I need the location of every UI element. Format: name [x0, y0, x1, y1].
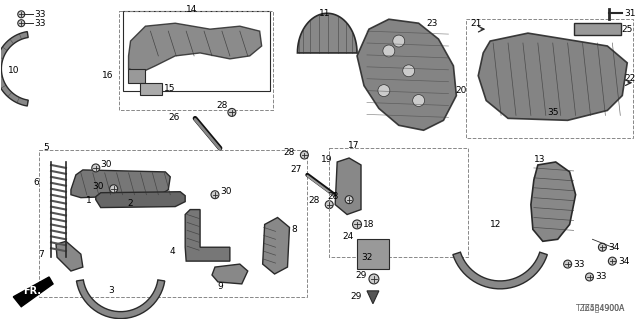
Bar	[140, 83, 163, 95]
Polygon shape	[531, 162, 575, 241]
Polygon shape	[96, 192, 185, 208]
Text: 17: 17	[348, 140, 360, 150]
Polygon shape	[335, 158, 361, 214]
Text: 2: 2	[128, 199, 133, 208]
Text: 15: 15	[164, 84, 176, 93]
Text: 16: 16	[102, 71, 114, 80]
Text: 9: 9	[217, 282, 223, 292]
Circle shape	[211, 191, 219, 199]
Circle shape	[92, 164, 100, 172]
Circle shape	[353, 220, 362, 229]
Text: TZ5䭋4900A: TZ5䭋4900A	[581, 304, 625, 313]
Polygon shape	[129, 23, 262, 73]
Text: 34: 34	[618, 257, 630, 266]
Polygon shape	[76, 280, 164, 318]
Bar	[118, 11, 273, 110]
Circle shape	[393, 35, 404, 47]
Circle shape	[109, 185, 118, 193]
Text: 30: 30	[220, 187, 232, 196]
Text: 10: 10	[8, 66, 20, 75]
Circle shape	[586, 273, 593, 281]
Circle shape	[598, 243, 606, 251]
Text: 31: 31	[624, 9, 636, 18]
Polygon shape	[357, 19, 456, 130]
Text: 28: 28	[328, 192, 339, 201]
Bar	[467, 19, 633, 138]
Polygon shape	[0, 32, 28, 106]
Circle shape	[369, 274, 379, 284]
Text: 29: 29	[351, 292, 362, 301]
Bar	[127, 69, 145, 83]
Text: 33: 33	[34, 10, 45, 19]
Text: 6: 6	[33, 178, 39, 187]
Text: 3: 3	[108, 286, 113, 295]
Bar	[329, 148, 468, 257]
Polygon shape	[367, 291, 379, 304]
Polygon shape	[56, 241, 83, 271]
Text: 29: 29	[356, 271, 367, 281]
Polygon shape	[298, 13, 357, 53]
Polygon shape	[13, 277, 53, 307]
Polygon shape	[453, 252, 547, 289]
Circle shape	[378, 85, 390, 97]
Text: 19: 19	[321, 156, 332, 164]
Text: 11: 11	[319, 9, 330, 18]
Text: 30: 30	[92, 182, 104, 191]
Text: 18: 18	[363, 220, 374, 229]
Text: 1: 1	[86, 196, 92, 205]
Text: 13: 13	[534, 156, 545, 164]
Circle shape	[228, 108, 236, 116]
Polygon shape	[185, 210, 230, 261]
Circle shape	[345, 196, 353, 204]
Text: 28: 28	[216, 101, 228, 110]
Text: 27: 27	[290, 165, 301, 174]
Text: 12: 12	[490, 220, 502, 229]
Text: FR.: FR.	[23, 286, 41, 296]
Circle shape	[403, 65, 415, 77]
Circle shape	[325, 201, 333, 209]
Text: 33: 33	[595, 272, 607, 282]
Circle shape	[609, 257, 616, 265]
Text: 24: 24	[343, 232, 354, 241]
Polygon shape	[71, 170, 170, 198]
Text: 22: 22	[624, 74, 635, 83]
Text: 25: 25	[621, 25, 633, 34]
Text: 5: 5	[43, 143, 49, 152]
Text: 34: 34	[609, 243, 620, 252]
Text: 21: 21	[470, 19, 482, 28]
Text: 14: 14	[186, 5, 198, 14]
Text: 8: 8	[291, 225, 297, 234]
Bar	[357, 239, 389, 269]
Circle shape	[18, 11, 25, 18]
Circle shape	[383, 45, 395, 57]
Circle shape	[564, 260, 572, 268]
Text: 28: 28	[308, 196, 319, 205]
Text: 20: 20	[455, 86, 467, 95]
Text: 4: 4	[170, 247, 175, 256]
Text: 23: 23	[427, 19, 438, 28]
Bar	[123, 11, 269, 91]
Polygon shape	[478, 33, 627, 120]
Text: 26: 26	[169, 113, 180, 122]
Polygon shape	[262, 218, 289, 274]
Circle shape	[300, 151, 308, 159]
Text: 33: 33	[34, 19, 45, 28]
Polygon shape	[212, 264, 248, 284]
Bar	[573, 23, 621, 35]
Circle shape	[18, 20, 25, 27]
Circle shape	[413, 95, 424, 107]
Text: TZ64B4900A: TZ64B4900A	[576, 304, 625, 313]
Text: 30: 30	[100, 160, 112, 170]
Text: 33: 33	[573, 260, 585, 268]
Text: 7: 7	[38, 250, 44, 259]
Text: 35: 35	[547, 108, 559, 117]
Bar	[39, 150, 307, 297]
Text: 28: 28	[283, 148, 294, 156]
Text: 32: 32	[361, 253, 372, 262]
